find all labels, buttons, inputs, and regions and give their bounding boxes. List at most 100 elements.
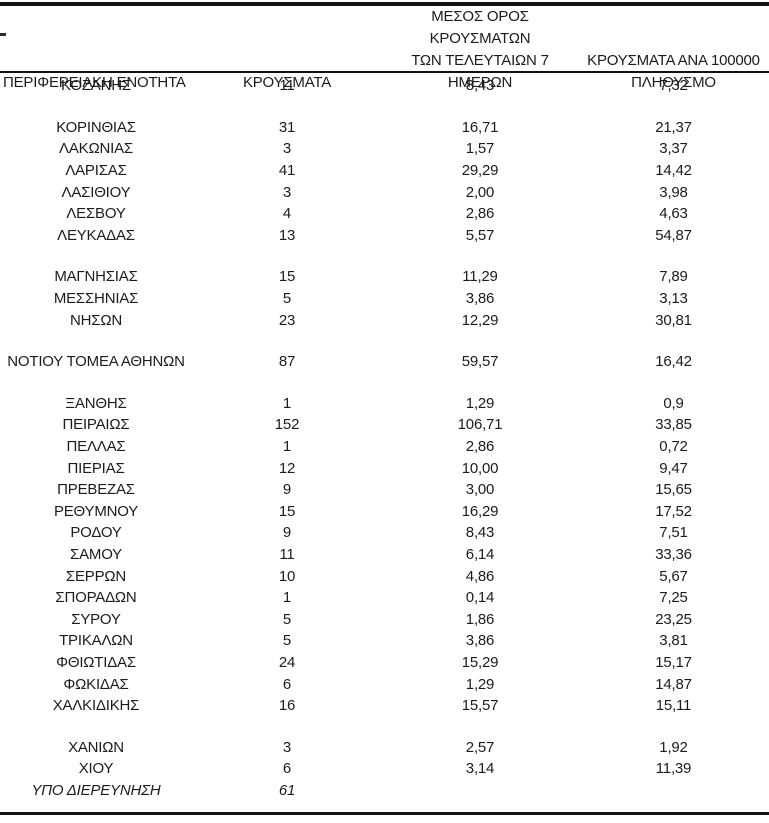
avg-7day-value: 29,29 (461, 162, 499, 180)
avg-7day-value: 1,86 (465, 610, 495, 628)
per-100000-value: 7,89 (659, 268, 688, 286)
table-top-border (0, 2, 769, 6)
cases-value: 1 (282, 394, 292, 412)
region-name: ΝΟΤΙΟΥ ΤΟΜΕΑ ΑΘΗΝΩΝ (7, 353, 185, 371)
avg-7day-value: 10,00 (461, 459, 499, 477)
per-100000-value: 21,37 (655, 118, 692, 136)
cases-value: 5 (282, 610, 292, 628)
region-name: ΠΙΕΡΙΑΣ (67, 459, 125, 477)
table-row: ΚΟΡΙΝΘΙΑΣ 31 16,71 21,37 (0, 117, 769, 139)
region-name: ΛΑΡΙΣΑΣ (65, 162, 127, 180)
region-name: ΣΕΡΡΩΝ (65, 567, 127, 585)
table-row: ΠΡΕΒΕΖΑΣ 9 3,00 15,65 (0, 479, 769, 501)
per-100000-value: 23,25 (655, 610, 692, 628)
avg-7day-value: 1,29 (465, 394, 495, 412)
per-100000-value: 3,98 (659, 183, 688, 201)
column-header-per-100000: ΚΡΟΥΣΜΑΤΑ ΑΝΑ 100000 ΠΛΗΘΥΣΜΟ (578, 50, 769, 95)
avg-7day-value: 5,57 (465, 226, 495, 244)
avg-7day-value: 106,71 (457, 416, 503, 434)
table-row: ΧΑΝΙΩΝ 3 2,57 1,92 (0, 736, 769, 758)
avg-7day-value: 2,00 (465, 183, 495, 201)
cases-value: 9 (282, 481, 292, 499)
avg-7day-value: 16,29 (461, 502, 499, 520)
region-name: ΦΩΚΙΔΑΣ (63, 675, 129, 693)
region-name: ΜΑΓΝΗΣΙΑΣ (54, 268, 138, 286)
column-header-cases: ΚΡΟΥΣΜΑΤΑ (242, 74, 332, 91)
cases-value: 23 (278, 311, 296, 329)
per-100000-value: 14,42 (655, 162, 692, 180)
cases-value: 13 (278, 226, 296, 244)
avg-7day-value: 8,43 (465, 77, 495, 95)
cases-value: 11 (279, 545, 295, 563)
table-row: ΜΑΓΝΗΣΙΑΣ 15 11,29 7,89 (0, 266, 769, 288)
avg-7day-value: 2,57 (465, 738, 495, 756)
per-100000-value: 0,72 (659, 438, 688, 456)
cases-value: 61 (278, 781, 296, 799)
region-name: ΧΑΝΙΩΝ (68, 738, 124, 756)
table-row: ΝΟΤΙΟΥ ΤΟΜΕΑ ΑΘΗΝΩΝ 87 59,57 16,42 (0, 351, 769, 373)
per-100000-value: 7,25 (659, 589, 688, 607)
avg-7day-value: 2,86 (465, 205, 495, 223)
table-body: ΚΟΖΑΝΗΣ 11 8,43 7,32 ΚΟΡΙΝΘΙΑΣ 31 16,71 … (0, 75, 769, 801)
column-header-per-100000-line1: ΚΡΟΥΣΜΑΤΑ ΑΝΑ 100000 (587, 52, 760, 69)
table-row: ΠΙΕΡΙΑΣ 12 10,00 9,47 (0, 457, 769, 479)
table-section: ΝΟΤΙΟΥ ΤΟΜΕΑ ΑΘΗΝΩΝ 87 59,57 16,42 (0, 351, 769, 373)
avg-7day-value: 12,29 (461, 311, 499, 329)
table-row: ΧΙΟΥ 6 3,14 11,39 (0, 758, 769, 780)
column-header-7day-average: ΜΕΣΟΣ ΟΡΟΣ ΚΡΟΥΣΜΑΤΩΝ ΤΩΝ ΤΕΛΕΥΤΑΙΩΝ 7 Η… (382, 6, 578, 95)
avg-7day-value: 15,29 (461, 653, 499, 671)
table-row: ΞΑΝΘΗΣ 1 1,29 0,9 (0, 393, 769, 415)
cases-value: 31 (278, 118, 296, 136)
region-name: ΦΘΙΩΤΙΔΑΣ (56, 653, 136, 671)
table-row: ΣΑΜΟΥ 11 6,14 33,36 (0, 544, 769, 566)
region-name: ΧΑΛΚΙΔΙΚΗΣ (52, 697, 140, 715)
column-header-7day-average-line3: ΗΜΕΡΩΝ (447, 74, 513, 91)
cases-value: 3 (282, 183, 292, 201)
table-row: ΦΘΙΩΤΙΔΑΣ 24 15,29 15,17 (0, 652, 769, 674)
table-section: ΧΑΝΙΩΝ 3 2,57 1,92 ΧΙΟΥ 6 3,14 11,39 ΥΠΟ… (0, 736, 769, 801)
region-name: ΝΗΣΩΝ (70, 311, 122, 329)
per-100000-value: 0,9 (663, 394, 684, 412)
column-header-7day-average-line1: ΜΕΣΟΣ ΟΡΟΣ ΚΡΟΥΣΜΑΤΩΝ (429, 8, 531, 47)
cases-value: 16 (278, 697, 296, 715)
cases-value: 152 (274, 416, 300, 434)
cases-value: 12 (278, 459, 296, 477)
cases-value: 5 (282, 632, 292, 650)
avg-7day-value: 3,00 (465, 481, 495, 499)
table-section: ΚΟΖΑΝΗΣ 11 8,43 7,32 (0, 75, 769, 97)
avg-7day-value: 1,57 (465, 140, 495, 158)
table-row: ΤΡΙΚΑΛΩΝ 5 3,86 3,81 (0, 630, 769, 652)
table-header-row: ΠΕΡΙΦΕΡΕΙΑΚΗ ΕΝΟΤΗΤΑ ΚΡΟΥΣΜΑΤΑ ΜΕΣΟΣ ΟΡΟ… (0, 6, 769, 91)
table-row: ΜΕΣΣΗΝΙΑΣ 5 3,86 3,13 (0, 288, 769, 310)
cases-value: 6 (282, 760, 292, 778)
avg-7day-value: 3,86 (465, 290, 495, 308)
per-100000-value: 3,37 (659, 140, 688, 158)
region-name: ΧΙΟΥ (78, 760, 114, 778)
per-100000-value: 11,39 (655, 760, 692, 778)
region-name: ΛΕΥΚΑΔΑΣ (57, 226, 135, 244)
per-100000-value: 30,81 (655, 311, 692, 329)
per-100000-value: 15,17 (655, 653, 692, 671)
per-100000-value: 54,87 (655, 226, 692, 244)
region-name: ΛΕΣΒΟΥ (66, 205, 126, 223)
avg-7day-value: 11,29 (462, 268, 498, 286)
table-section: ΜΑΓΝΗΣΙΑΣ 15 11,29 7,89 ΜΕΣΣΗΝΙΑΣ 5 3,86… (0, 266, 769, 331)
avg-7day-value: 6,14 (465, 545, 495, 563)
table-row: ΡΕΘΥΜΝΟΥ 15 16,29 17,52 (0, 501, 769, 523)
table-row: ΠΕΙΡΑΙΩΣ 152 106,71 33,85 (0, 414, 769, 436)
avg-7day-value: 15,57 (461, 697, 499, 715)
region-name: ΡΕΘΥΜΝΟΥ (53, 502, 139, 520)
per-100000-value: 16,42 (655, 353, 692, 371)
table-bottom-border (0, 812, 769, 815)
region-name: ΞΑΝΘΗΣ (65, 394, 127, 412)
region-name: ΛΑΣΙΘΙΟΥ (61, 183, 131, 201)
cases-value: 87 (278, 353, 296, 371)
region-name: ΠΕΙΡΑΙΩΣ (62, 416, 130, 434)
table-row: ΛΑΣΙΘΙΟΥ 3 2,00 3,98 (0, 181, 769, 203)
column-header-per-100000-line2: ΠΛΗΘΥΣΜΟ (631, 74, 716, 91)
region-name: ΚΟΡΙΝΘΙΑΣ (56, 118, 136, 136)
region-name: ΚΟΖΑΝΗΣ (61, 77, 131, 95)
region-name: ΛΑΚΩΝΙΑΣ (59, 140, 133, 158)
table-row: ΚΟΖΑΝΗΣ 11 8,43 7,32 (0, 75, 769, 97)
